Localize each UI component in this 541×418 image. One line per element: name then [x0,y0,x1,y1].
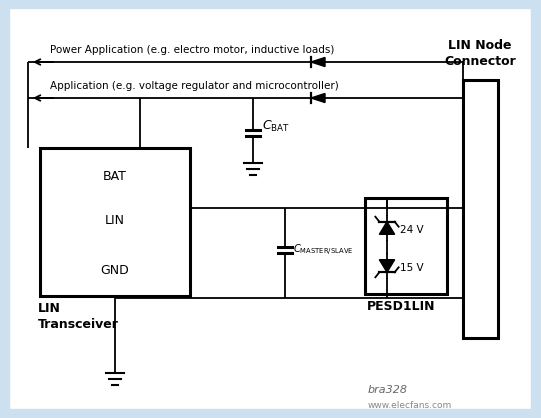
Text: PESD1LIN: PESD1LIN [367,300,436,313]
Text: 24 V: 24 V [400,225,424,235]
Text: $C_{\rm MASTER/SLAVE}$: $C_{\rm MASTER/SLAVE}$ [293,242,353,257]
Text: www.elecfans.com: www.elecfans.com [368,400,452,410]
Text: Power Application (e.g. electro motor, inductive loads): Power Application (e.g. electro motor, i… [50,45,334,55]
Polygon shape [379,260,394,272]
Polygon shape [311,94,325,102]
Text: $C_{\rm BAT}$: $C_{\rm BAT}$ [262,118,290,133]
Text: BAT: BAT [103,170,127,183]
Text: bra328: bra328 [368,385,408,395]
Bar [365,198,447,294]
Text: LIN: LIN [105,214,125,227]
Text: LIN Node
Connector: LIN Node Connector [444,39,516,68]
Polygon shape [311,57,325,66]
Text: 15 V: 15 V [400,263,424,273]
Text: Application (e.g. voltage regulator and microcontroller): Application (e.g. voltage regulator and … [50,81,339,91]
Polygon shape [379,222,394,234]
Bar [40,148,190,296]
Text: GND: GND [101,263,129,276]
Bar [463,80,498,338]
Text: LIN
Transceiver: LIN Transceiver [38,302,119,331]
